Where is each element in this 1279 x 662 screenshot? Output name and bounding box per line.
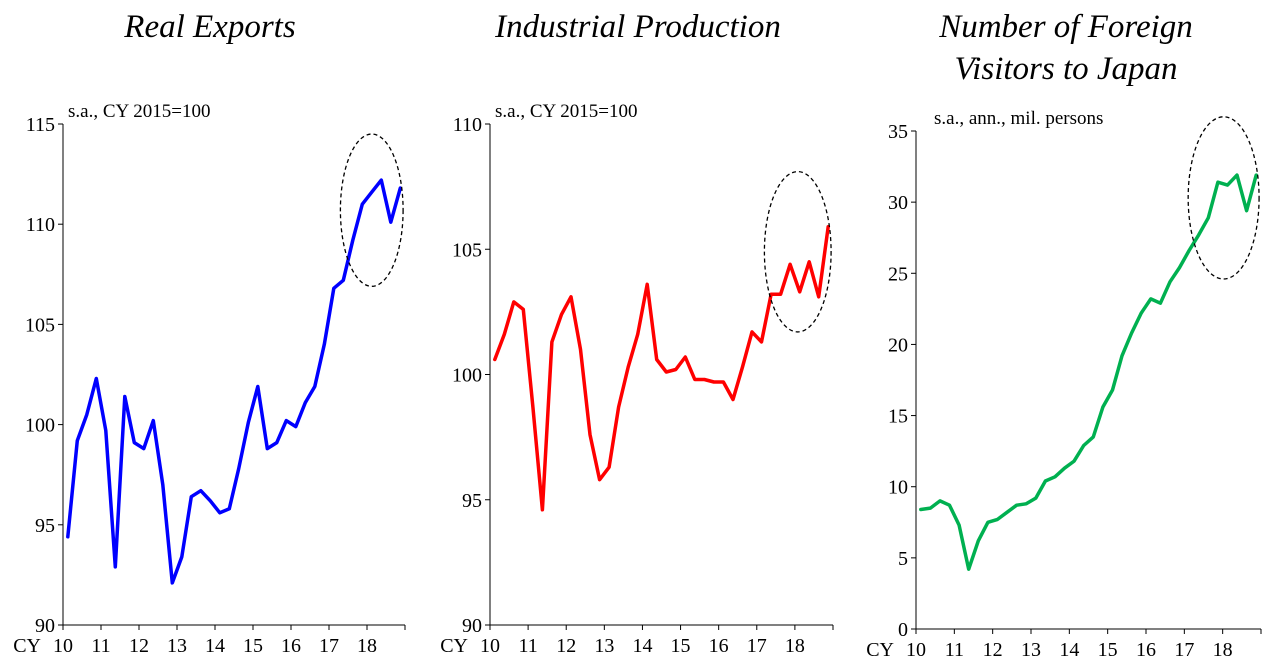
chart-title: Number of Foreign Visitors to Japan: [939, 9, 1193, 87]
unit-note: s.a., ann., mil. persons: [934, 108, 1103, 129]
x-tick-label: 17: [1174, 639, 1194, 661]
x-tick-label: 14: [1059, 639, 1079, 661]
y-tick-label: 0: [898, 619, 908, 641]
x-tick-label: 11: [91, 635, 110, 657]
chart-title: Industrial Production: [495, 9, 781, 45]
chart-real-exports: 90 95 100 105 110 115 10 11 12 13 14 15 16 17 18 CY s.a.…: [13, 101, 406, 657]
y-tick-label: 110: [453, 114, 482, 136]
x-axis-prefix: CY: [13, 635, 41, 657]
x-tick-label: 14: [205, 635, 225, 657]
y-tick-label: 25: [888, 263, 908, 285]
x-tick-label: 14: [632, 635, 652, 657]
y-tick-label: 90: [462, 615, 482, 637]
x-tick-label: 18: [785, 635, 805, 657]
y-tick-label: 30: [888, 192, 908, 214]
y-tick-label: 105: [452, 239, 482, 261]
y-tick-label: 110: [26, 214, 55, 236]
x-tick-label: 15: [1098, 639, 1118, 661]
highlight-ellipse: [339, 133, 404, 287]
x-tick-label: 17: [747, 635, 767, 657]
x-tick-label: 18: [1213, 639, 1233, 661]
y-tick-label: 95: [35, 515, 55, 537]
x-tick-label: 16: [709, 635, 729, 657]
series-line: [66, 178, 403, 585]
chart-foreign-visitors: 0 5 10 15 20 25 30 35 10 11 12 13 14 15 16 17 18 CY s.a., …: [866, 108, 1262, 661]
x-tick-label: 10: [480, 635, 500, 657]
y-tick-label: 115: [26, 114, 55, 136]
x-tick-label: 11: [518, 635, 537, 657]
y-tick-label: 100: [452, 365, 482, 387]
x-tick-label: 16: [281, 635, 301, 657]
y-tick-label: 15: [888, 406, 908, 428]
x-tick-label: 13: [167, 635, 187, 657]
x-tick-label: 12: [129, 635, 149, 657]
x-tick-label: 12: [983, 639, 1003, 661]
unit-note: s.a., CY 2015=100: [68, 101, 210, 122]
y-tick-label: 90: [35, 615, 55, 637]
x-tick-label: 15: [243, 635, 263, 657]
x-tick-label: 17: [319, 635, 339, 657]
x-tick-label: 12: [556, 635, 576, 657]
chart-panel-industrial-production: Industrial Production 90 95 100 105 110 10 11 1…: [428, 0, 848, 662]
chart-title: Real Exports: [124, 9, 296, 45]
y-tick-label: 20: [888, 334, 908, 356]
chart-industrial-production: 90 95 100 105 110 10 11 12 13 14 15 16 17 18 CY s.a., C…: [440, 101, 834, 657]
x-tick-label: 16: [1136, 639, 1156, 661]
x-tick-label: 13: [1021, 639, 1041, 661]
highlight-ellipse: [763, 170, 832, 333]
series-line: [919, 173, 1258, 571]
unit-note: s.a., CY 2015=100: [495, 101, 637, 122]
y-tick-label: 100: [25, 415, 55, 437]
x-tick-label: 13: [594, 635, 614, 657]
x-axis-prefix: CY: [866, 639, 894, 661]
y-tick-label: 95: [462, 490, 482, 512]
y-tick-label: 105: [25, 314, 55, 336]
x-tick-label: 11: [945, 639, 964, 661]
chart-panel-foreign-visitors: Number of Foreign Visitors to Japan 0 5 10…: [856, 0, 1276, 662]
chart-panel-real-exports: Real Exports 90 95 100 105 110 115 10 11 12 13 14 1…: [0, 0, 420, 662]
y-tick-label: 5: [898, 548, 908, 570]
x-axis-prefix: CY: [440, 635, 468, 657]
highlight-ellipse: [1187, 116, 1260, 280]
x-tick-label: 10: [906, 639, 926, 661]
y-tick-label: 10: [888, 477, 908, 499]
y-tick-label: 35: [888, 121, 908, 143]
x-tick-label: 18: [357, 635, 377, 657]
x-tick-label: 15: [671, 635, 691, 657]
series-line: [493, 224, 830, 512]
x-tick-label: 10: [53, 635, 73, 657]
